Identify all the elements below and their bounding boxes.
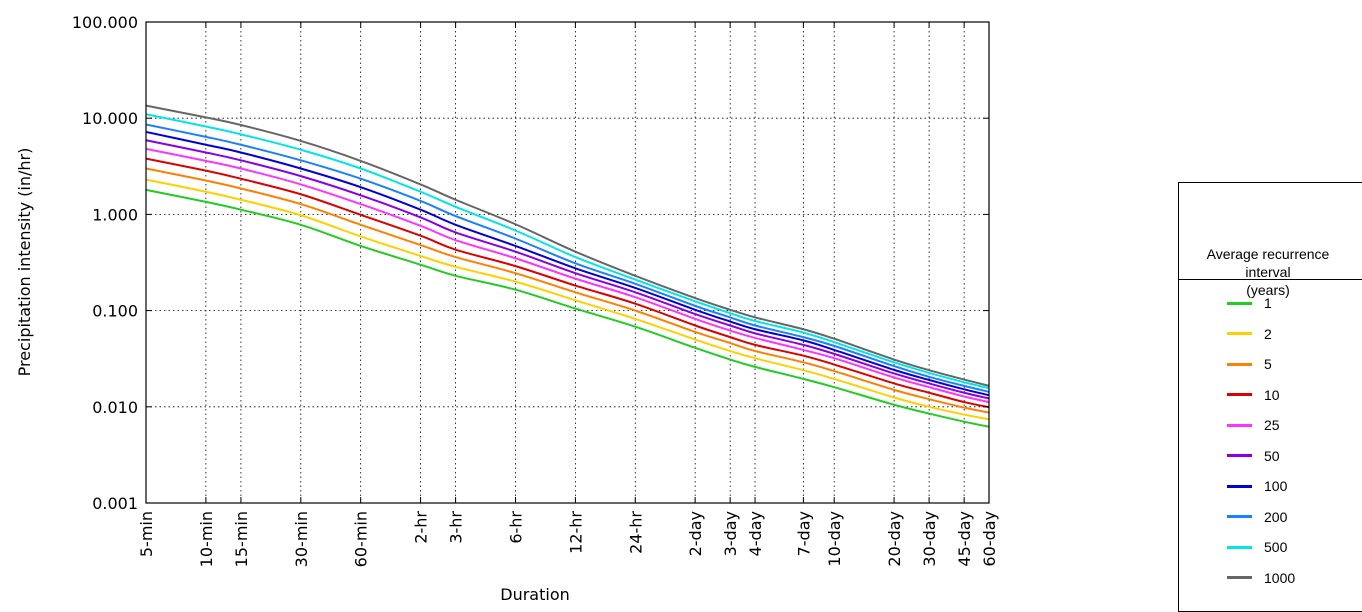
legend-item-1000: 1000 xyxy=(1227,568,1295,588)
x-tick-label: 24-hr xyxy=(626,511,645,554)
legend-item-1: 1 xyxy=(1227,293,1272,313)
x-tick-label: 30-min xyxy=(292,511,311,567)
y-tick-label: 0.010 xyxy=(92,398,138,417)
legend-item-200: 200 xyxy=(1227,507,1287,527)
series-line-25 xyxy=(145,147,990,404)
legend-swatch xyxy=(1227,545,1252,549)
legend-label: 50 xyxy=(1264,447,1280,464)
legend-item-500: 500 xyxy=(1227,537,1287,557)
x-tick-label: 30-day xyxy=(920,511,939,567)
series-lines xyxy=(145,104,990,428)
series-line-1 xyxy=(145,188,990,428)
grid-lines xyxy=(146,22,989,503)
y-axis-ticks: 100.000 10.000 1.000 0.100 0.010 0.001 xyxy=(72,13,989,513)
x-tick-label: 10-min xyxy=(197,511,216,567)
legend-swatch xyxy=(1227,362,1252,366)
series-line-1000 xyxy=(145,104,990,387)
x-tick-label: 2-hr xyxy=(412,511,431,544)
x-tick-label: 60-min xyxy=(352,511,371,567)
legend-item-10: 10 xyxy=(1227,385,1280,405)
legend-label: 200 xyxy=(1264,508,1288,525)
x-tick-label: 5-min xyxy=(137,511,156,557)
legend-swatch xyxy=(1227,484,1252,488)
x-tick-label: 20-day xyxy=(885,511,904,567)
legend-swatch xyxy=(1227,393,1252,396)
series-line-500 xyxy=(145,113,990,390)
legend-swatch xyxy=(1227,576,1252,579)
legend-title-line-2: interval xyxy=(1245,264,1291,280)
legend-label: 10 xyxy=(1264,386,1280,403)
legend-divider xyxy=(1179,279,1362,280)
x-tick-label: 6-hr xyxy=(506,511,525,544)
y-tick-label: 100.000 xyxy=(72,13,138,32)
legend-swatch xyxy=(1227,423,1252,427)
x-tick-label: 4-day xyxy=(746,511,765,556)
series-line-5 xyxy=(145,167,990,414)
x-tick-label: 2-day xyxy=(686,511,705,556)
y-tick-label: 10.000 xyxy=(82,109,138,128)
legend-title-line-3: (years) xyxy=(1246,282,1290,298)
series-line-10 xyxy=(145,157,990,409)
x-axis-label: Duration xyxy=(500,585,570,604)
x-tick-label: 45-day xyxy=(955,511,974,567)
legend-swatch xyxy=(1227,332,1252,335)
legend-swatch xyxy=(1227,515,1252,518)
legend-item-25: 25 xyxy=(1227,415,1280,435)
x-tick-label: 3-hr xyxy=(447,511,466,544)
legend-item-100: 100 xyxy=(1227,476,1287,496)
plot-area-frame xyxy=(145,21,990,504)
legend-item-5: 5 xyxy=(1227,354,1272,374)
legend-item-50: 50 xyxy=(1227,446,1280,466)
legend-item-2: 2 xyxy=(1227,324,1272,344)
legend-title: Average recurrence interval (years) xyxy=(1179,245,1357,299)
x-axis-ticks: 5-min 10-min 15-min 30-min 60-min 2-hr 3-hr 6-h… xyxy=(137,22,999,567)
series-line-100 xyxy=(145,130,990,397)
legend-swatch xyxy=(1227,454,1252,457)
x-tick-label: 7-day xyxy=(794,511,813,556)
x-tick-label: 3-day xyxy=(721,511,740,556)
legend-label: 5 xyxy=(1264,356,1272,372)
y-tick-label: 0.100 xyxy=(92,302,138,321)
x-tick-label: 12-hr xyxy=(566,511,585,554)
y-tick-label: 0.001 xyxy=(92,494,138,513)
legend-label: 1000 xyxy=(1264,569,1296,586)
x-tick-label: 10-day xyxy=(825,511,844,567)
legend-label: 25 xyxy=(1264,417,1280,433)
series-line-50 xyxy=(145,139,990,400)
y-axis-label: Precipitation intensity (in/hr) xyxy=(15,148,34,377)
x-tick-label: 15-min xyxy=(232,511,251,567)
legend-label: 1 xyxy=(1264,295,1272,311)
legend-swatch xyxy=(1227,301,1252,305)
series-line-2 xyxy=(145,178,990,421)
series-line-200 xyxy=(145,123,990,393)
x-tick-label: 60-day xyxy=(980,511,999,567)
legend-title-line-1: Average recurrence xyxy=(1206,246,1330,262)
y-tick-label: 1.000 xyxy=(92,205,138,224)
legend-label: 2 xyxy=(1264,325,1272,342)
legend-label: 100 xyxy=(1264,478,1288,494)
legend-label: 500 xyxy=(1264,539,1288,555)
